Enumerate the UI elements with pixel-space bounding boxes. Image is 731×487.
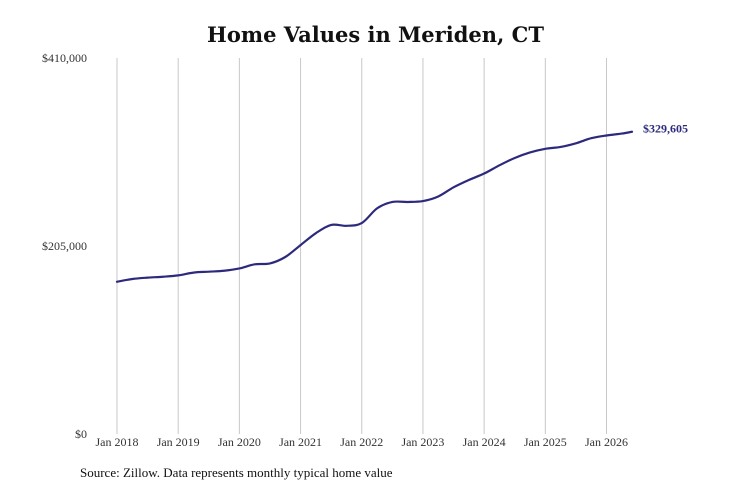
x-tick-label: Jan 2020 bbox=[218, 435, 261, 449]
x-tick-label: Jan 2023 bbox=[401, 435, 444, 449]
x-tick-label: Jan 2018 bbox=[96, 435, 139, 449]
x-tick-label: Jan 2022 bbox=[340, 435, 383, 449]
x-tick-label: Jan 2019 bbox=[157, 435, 200, 449]
x-tick-label: Jan 2026 bbox=[585, 435, 628, 449]
y-tick-label: $0 bbox=[75, 427, 87, 441]
x-tick-label: Jan 2021 bbox=[279, 435, 322, 449]
y-tick-label: $410,000 bbox=[42, 51, 87, 65]
x-tick-label: Jan 2024 bbox=[463, 435, 506, 449]
end-value-label: $329,605 bbox=[643, 122, 688, 136]
y-tick-label: $205,000 bbox=[42, 239, 87, 253]
series-line bbox=[115, 130, 634, 283]
x-tick-label: Jan 2025 bbox=[524, 435, 567, 449]
source-note: Source: Zillow. Data represents monthly … bbox=[80, 465, 393, 480]
chart-title: Home Values in Meriden, CT bbox=[207, 22, 544, 47]
